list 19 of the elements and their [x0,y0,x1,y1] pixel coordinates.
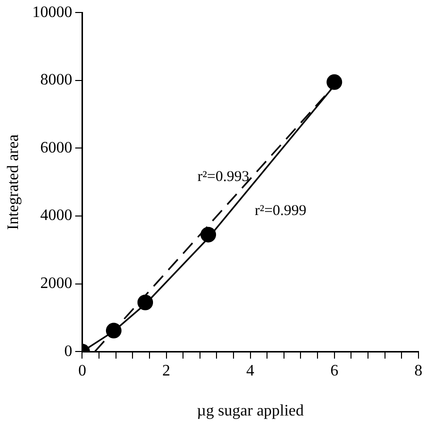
y-tick-label: 0 [64,342,72,360]
x-tick-label: 2 [162,362,170,380]
point [137,294,154,310]
x-tick-label: 8 [414,362,422,380]
y-tick-label: 8000 [40,72,72,89]
point [200,226,216,242]
annotation: r²=0.993 [198,168,250,185]
x-tick-label: 0 [78,362,86,380]
y-axis-title: Integrated area [4,134,22,230]
y-tick-label: 2000 [40,275,72,292]
point [106,322,122,338]
x-tick-label: 6 [330,362,338,380]
annotation: r²=0.999 [254,202,306,219]
y-tick-label: 6000 [40,139,72,156]
y-tick-label: 10000 [32,4,72,21]
x-tick-label: 4 [246,362,254,380]
point [326,74,342,90]
x-axis-title: µg sugar applied [196,402,304,420]
y-tick-label: 4000 [40,207,72,224]
